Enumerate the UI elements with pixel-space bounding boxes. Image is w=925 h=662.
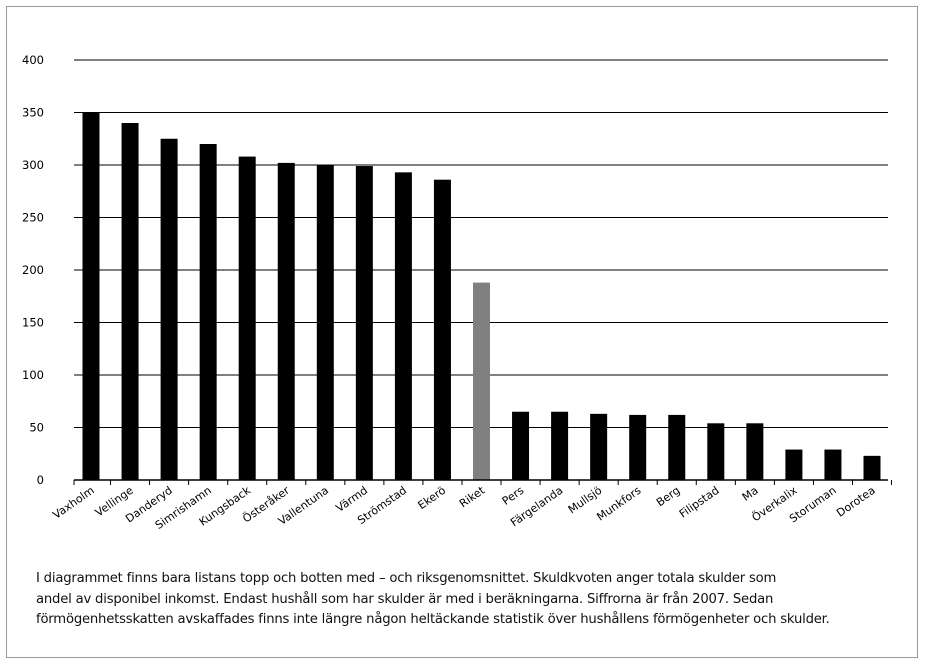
bar	[355, 166, 373, 481]
bar	[473, 282, 490, 480]
caption-line: I diagrammet finns bara listans topp och…	[36, 571, 777, 586]
bar	[433, 179, 451, 480]
bar	[277, 162, 295, 480]
x-tick-label: Vaxholm	[50, 484, 96, 522]
y-tick-label: 250	[22, 211, 44, 225]
caption-line: förmögenhetsskatten avskaffades finns in…	[36, 612, 830, 627]
bar	[199, 144, 217, 480]
bar	[160, 138, 178, 480]
bar	[707, 423, 725, 480]
x-tick-label: Filipstad	[677, 484, 722, 521]
y-tick-label: 150	[22, 316, 44, 330]
bar	[746, 423, 764, 480]
y-tick-label: 100	[22, 368, 44, 382]
y-tick-label: 350	[22, 106, 44, 120]
bar	[590, 413, 608, 480]
x-tick-label: Riket	[457, 483, 488, 510]
bar	[785, 449, 803, 480]
y-axis-tick-labels: 0 50 100 150 200 250 300 350 400	[22, 53, 44, 487]
bar	[316, 165, 334, 480]
figure-caption: I diagrammet finns bara listans topp och…	[36, 569, 906, 631]
x-tick-label: Ekerö	[416, 484, 449, 512]
figure-frame	[6, 6, 918, 658]
bar	[82, 112, 100, 480]
y-tick-label: 400	[22, 53, 44, 67]
x-tick-label: Pers	[500, 484, 527, 508]
y-tick-label: 300	[22, 158, 44, 172]
x-tick-label: Berg	[654, 484, 682, 509]
bar	[824, 449, 842, 480]
x-axis-tick-labels: VaxholmVellingeDanderydSimrishamnKungsba…	[50, 483, 877, 532]
bar	[629, 414, 647, 480]
bar	[551, 411, 569, 480]
y-tick-label: 0	[37, 473, 44, 487]
x-axis	[73, 479, 893, 485]
x-tick-label: Dorotea	[834, 484, 878, 520]
bar	[512, 411, 530, 480]
y-tick-label: 200	[22, 263, 44, 277]
x-tick-label: Munkfors	[594, 484, 643, 524]
y-tick-label: 50	[29, 421, 44, 435]
bar	[863, 455, 881, 480]
caption-line: andel av disponibel inkomst. Endast hush…	[36, 591, 774, 607]
bar-chart: 0 50 100 150 200 250 300 350 400 VaxholmVellinge…	[22, 53, 893, 532]
bar	[121, 123, 139, 480]
bar	[238, 156, 256, 480]
bar	[394, 172, 412, 480]
x-tick-label: Ma	[740, 484, 761, 504]
bars	[82, 112, 881, 481]
bar	[668, 414, 686, 480]
